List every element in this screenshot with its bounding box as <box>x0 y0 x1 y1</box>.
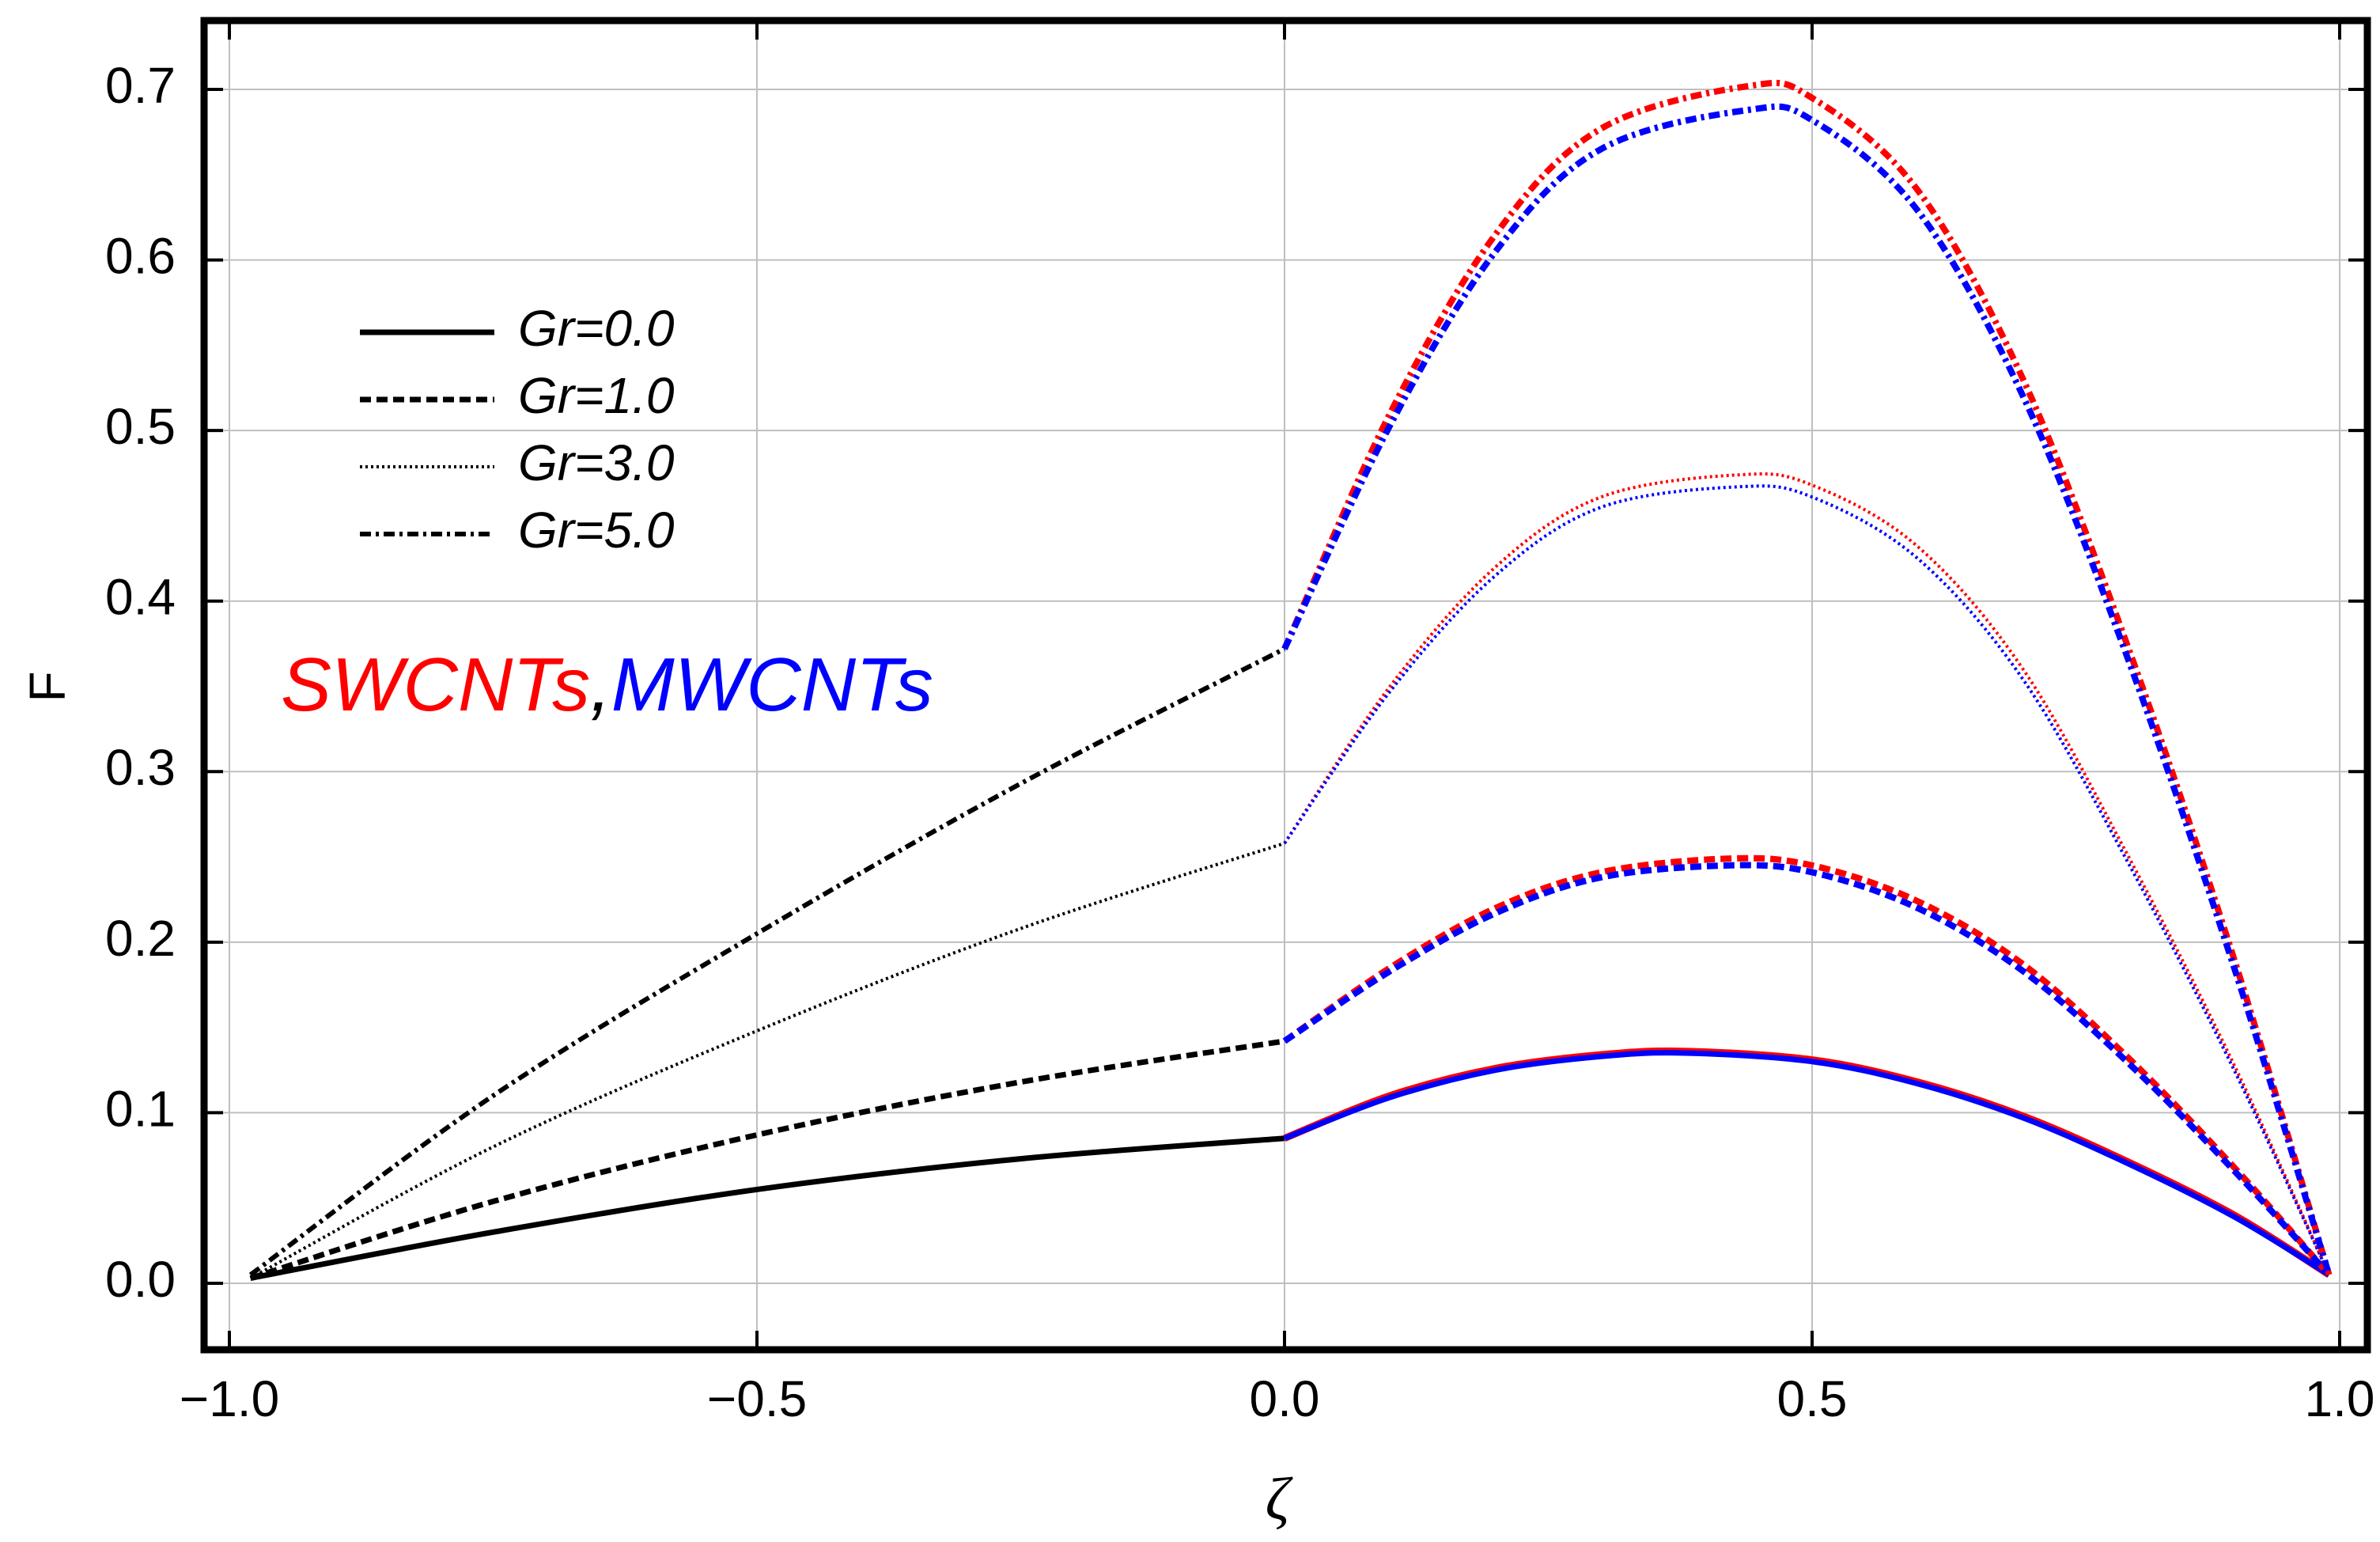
series-line-9 <box>1283 484 2331 1276</box>
ticks <box>204 21 2367 1350</box>
x-axis-title: ζ <box>1266 1466 1294 1533</box>
series-line-11 <box>1281 103 2333 1276</box>
legend-label-gr5: Gr=5.0 <box>518 502 675 559</box>
x-tick-label-0: −1.0 <box>180 1370 279 1427</box>
legend-label-gr1: Gr=1.0 <box>518 367 675 424</box>
series-line-1 <box>249 1038 1285 1281</box>
y-axis-title: F <box>19 671 76 702</box>
series-line-3 <box>248 646 1286 1277</box>
series-line-0 <box>250 1135 1285 1281</box>
legend-label-gr0: Gr=0.0 <box>518 300 675 357</box>
series-line-5 <box>1283 1050 2331 1278</box>
y-tick-label-4: 0.4 <box>105 569 176 626</box>
y-tick-label-1: 0.1 <box>105 1080 176 1137</box>
y-tick-label-3: 0.3 <box>105 739 176 796</box>
x-tick-label-4: 1.0 <box>2305 1370 2375 1427</box>
series-line-6 <box>1282 854 2332 1277</box>
y-tick-label-7: 0.7 <box>105 57 176 114</box>
series-line-8 <box>1283 472 2331 1276</box>
x-tick-labels: −1.0 −0.5 0.0 0.5 1.0 <box>180 1370 2375 1427</box>
series-line-7 <box>1282 862 2332 1277</box>
legend: Gr=0.0 Gr=1.0 Gr=3.0 Gr=5.0 <box>360 300 675 559</box>
mwcnts-label: MWCNTs <box>611 642 933 727</box>
swcnts-label: SWCNTs <box>281 642 590 727</box>
x-tick-label-3: 0.5 <box>1777 1370 1848 1427</box>
nanotube-annotation: SWCNTs,MWCNTs <box>281 642 933 727</box>
y-tick-label-2: 0.2 <box>105 910 176 967</box>
series-group <box>248 79 2333 1281</box>
annotation-separator: , <box>590 642 611 727</box>
x-tick-label-2: 0.0 <box>1250 1370 1320 1427</box>
y-tick-label-5: 0.5 <box>105 398 176 455</box>
legend-label-gr3: Gr=3.0 <box>518 434 675 491</box>
x-tick-label-1: −0.5 <box>707 1370 807 1427</box>
y-tick-label-0: 0.0 <box>105 1251 176 1308</box>
series-line-10 <box>1281 79 2333 1276</box>
series-line-2 <box>249 841 1285 1280</box>
y-tick-label-6: 0.6 <box>105 227 176 284</box>
y-tick-labels: 0.0 0.1 0.2 0.3 0.4 0.5 0.6 0.7 <box>105 57 176 1308</box>
